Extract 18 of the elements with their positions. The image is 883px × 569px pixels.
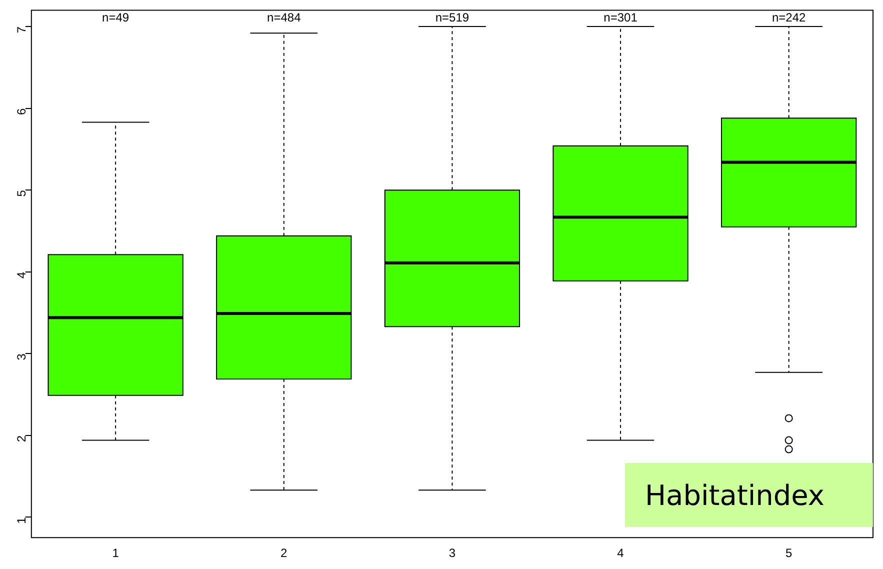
y-tick-label: 1 bbox=[14, 516, 29, 524]
x-tick-label: 1 bbox=[112, 546, 120, 560]
x-tick-label: 5 bbox=[785, 546, 792, 560]
y-tick-label: 4 bbox=[14, 272, 29, 279]
annotation: n=519 bbox=[435, 10, 470, 25]
x-tick-label: 3 bbox=[448, 546, 456, 560]
y-tick-label: 3 bbox=[14, 353, 29, 360]
annotation: n=49 bbox=[102, 10, 130, 25]
y-tick-label: 2 bbox=[14, 435, 29, 442]
y-tick-label: 7 bbox=[14, 26, 29, 34]
annotation: Habitatindex bbox=[625, 463, 873, 527]
annotation: n=484 bbox=[267, 10, 302, 25]
annotation: n=301 bbox=[604, 10, 638, 25]
x-tick-label: 4 bbox=[617, 546, 624, 560]
y-tick-label: 6 bbox=[14, 108, 29, 116]
x-tick-label: 2 bbox=[280, 546, 288, 560]
annotation: n=242 bbox=[772, 10, 806, 25]
y-tick-label: 5 bbox=[14, 190, 29, 197]
